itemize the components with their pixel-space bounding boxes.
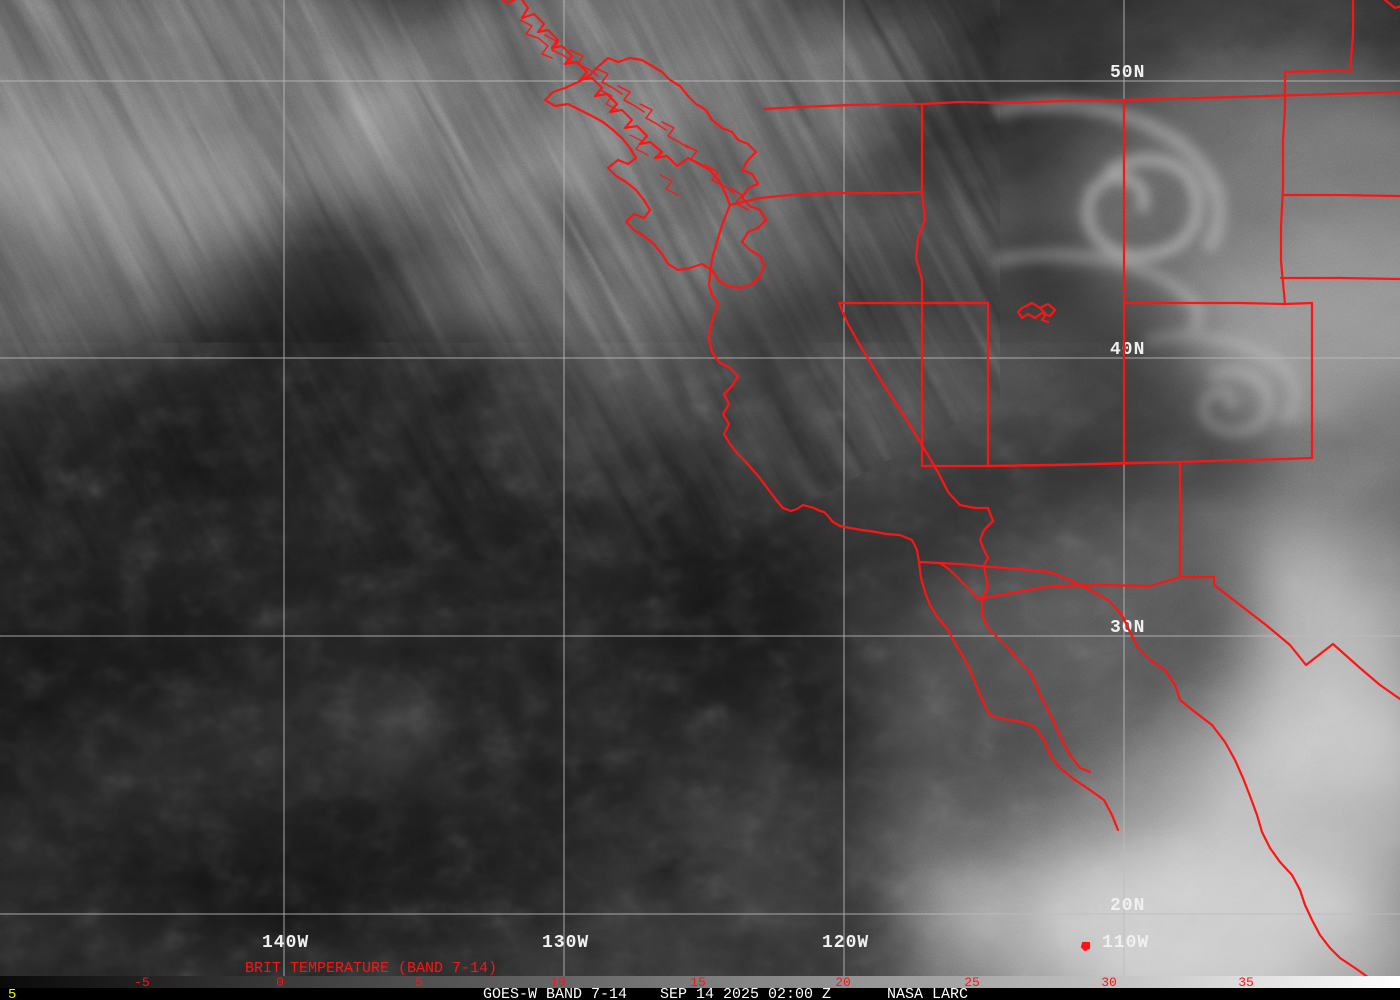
- svg-text:5: 5: [8, 987, 16, 1000]
- svg-text:110W: 110W: [1102, 933, 1149, 953]
- svg-text:50N: 50N: [1110, 63, 1145, 83]
- svg-text:5: 5: [415, 975, 423, 990]
- svg-text:GOES-W BAND 7-14: GOES-W BAND 7-14: [483, 986, 627, 1000]
- svg-text:130W: 130W: [542, 933, 589, 953]
- svg-text:SEP 14 2025 02:00 Z: SEP 14 2025 02:00 Z: [660, 986, 831, 1000]
- svg-text:35: 35: [1238, 975, 1254, 990]
- svg-text:30: 30: [1101, 975, 1117, 990]
- svg-text:20N: 20N: [1110, 896, 1145, 916]
- svg-text:-5: -5: [134, 975, 150, 990]
- svg-text:0: 0: [276, 975, 284, 990]
- svg-text:140W: 140W: [262, 933, 309, 953]
- svg-text:120W: 120W: [822, 933, 869, 953]
- svg-text:40N: 40N: [1110, 340, 1145, 360]
- svg-text:20: 20: [835, 975, 851, 990]
- svg-text:NASA LARC: NASA LARC: [887, 986, 968, 1000]
